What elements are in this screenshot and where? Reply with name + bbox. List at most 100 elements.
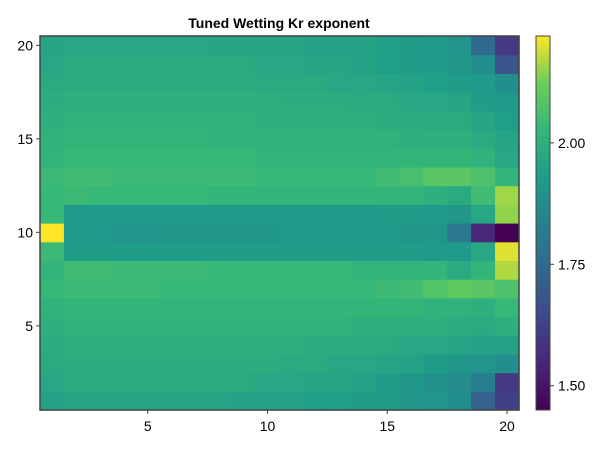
- heatmap-cell: [471, 335, 496, 355]
- heatmap-cell: [399, 223, 424, 243]
- heatmap-cell: [447, 185, 472, 205]
- heatmap-cell: [111, 353, 137, 374]
- heatmap-cell: [231, 335, 257, 355]
- y-tick-label: 5: [25, 318, 33, 334]
- heatmap-cell: [351, 223, 376, 243]
- heatmap-cell: [183, 223, 209, 243]
- heatmap-cell: [111, 279, 137, 299]
- heatmap-cell: [207, 316, 233, 336]
- heatmap-cell: [255, 36, 281, 56]
- heatmap-cell: [279, 316, 305, 336]
- heatmap-cell: [279, 73, 305, 93]
- heatmap-cell: [279, 36, 305, 56]
- heatmap-cell: [471, 185, 496, 205]
- heatmap-cell: [375, 54, 400, 74]
- heatmap-cell: [111, 166, 137, 187]
- heatmap-cell: [87, 223, 113, 243]
- heatmap-cell: [255, 54, 281, 74]
- heatmap-cell: [207, 92, 233, 112]
- heatmap-cell: [135, 54, 161, 74]
- heatmap-cell: [135, 241, 161, 261]
- heatmap-cell: [231, 353, 257, 374]
- heatmap-cell: [255, 92, 281, 112]
- heatmap-cell: [375, 92, 400, 112]
- heatmap-cell: [183, 372, 209, 392]
- heatmap-cell: [423, 335, 448, 355]
- heatmap-cell: [423, 297, 448, 318]
- heatmap-cell: [63, 54, 89, 74]
- heatmap-cell: [255, 297, 281, 318]
- heatmap-cell: [303, 185, 328, 205]
- colorbar-ticks: 1.50 1.75 2.00: [550, 135, 585, 394]
- heatmap-cell: [255, 316, 281, 336]
- heatmap-cell: [231, 110, 257, 131]
- plot-frame: [39, 35, 520, 411]
- heatmap-cell: [183, 391, 209, 411]
- heatmap-cell: [159, 335, 185, 355]
- heatmap-cell: [255, 129, 281, 149]
- heatmap-cell: [423, 92, 448, 112]
- heatmap-cell: [327, 129, 352, 149]
- heatmap-cell: [111, 92, 137, 112]
- heatmap-cell: [303, 166, 328, 187]
- heatmap-cell: [159, 316, 185, 336]
- heatmap-cell: [87, 260, 113, 280]
- heatmap-cell: [327, 148, 352, 168]
- heatmap-cell: [87, 204, 113, 224]
- heatmap-cell: [231, 92, 257, 112]
- heatmap-cell: [279, 110, 305, 131]
- heatmap-cell: [423, 73, 448, 93]
- heatmap-cell: [87, 148, 113, 168]
- heatmap-cell: [303, 316, 328, 336]
- heatmap-cell: [159, 223, 185, 243]
- heatmap-cell: [495, 92, 520, 112]
- heatmap-cell: [303, 372, 328, 392]
- heatmap-cell: [63, 353, 89, 374]
- x-tick-label: 10: [260, 418, 276, 434]
- heatmap-cell: [63, 36, 89, 56]
- heatmap-cell: [63, 185, 89, 205]
- heatmap-cell: [303, 353, 328, 374]
- heatmap-cell: [399, 372, 424, 392]
- heatmap-cell: [495, 223, 520, 243]
- heatmap-cell: [183, 54, 209, 74]
- heatmap-cell: [231, 297, 257, 318]
- heatmap-cell: [327, 223, 352, 243]
- heatmap-cell: [447, 110, 472, 131]
- heatmap-cell: [255, 241, 281, 261]
- heatmap-cell: [63, 372, 89, 392]
- heatmap-cell: [423, 223, 448, 243]
- heatmap-cell: [447, 204, 472, 224]
- heatmap-cell: [375, 316, 400, 336]
- y-tick-label: 20: [17, 37, 33, 53]
- heatmap-cell: [183, 36, 209, 56]
- heatmap-cell: [231, 73, 257, 93]
- heatmap-cell: [207, 204, 233, 224]
- heatmap-cell: [231, 54, 257, 74]
- heatmap-cell: [111, 36, 137, 56]
- heatmap-cell: [40, 241, 65, 261]
- heatmap-cell: [303, 129, 328, 149]
- heatmap-cell: [135, 391, 161, 411]
- heatmap-cell: [63, 129, 89, 149]
- heatmap-cell: [327, 279, 352, 299]
- heatmap-cell: [111, 297, 137, 318]
- heatmap-cell: [159, 110, 185, 131]
- heatmap-cell: [40, 204, 65, 224]
- heatmap-cell: [159, 148, 185, 168]
- heatmap-cell: [447, 166, 472, 187]
- heatmap-cell: [135, 204, 161, 224]
- heatmap-cell: [87, 353, 113, 374]
- heatmap-cell: [63, 279, 89, 299]
- heatmap-cell: [423, 110, 448, 131]
- heatmap-cell: [423, 129, 448, 149]
- heatmap-cell: [447, 260, 472, 280]
- heatmap-cell: [399, 391, 424, 411]
- heatmap-cell: [40, 166, 65, 187]
- heatmap-cell: [327, 335, 352, 355]
- heatmap-cell: [495, 335, 520, 355]
- heatmap-cell: [423, 54, 448, 74]
- heatmap-cell: [207, 241, 233, 261]
- heatmap-cell: [303, 297, 328, 318]
- heatmap-cell: [423, 372, 448, 392]
